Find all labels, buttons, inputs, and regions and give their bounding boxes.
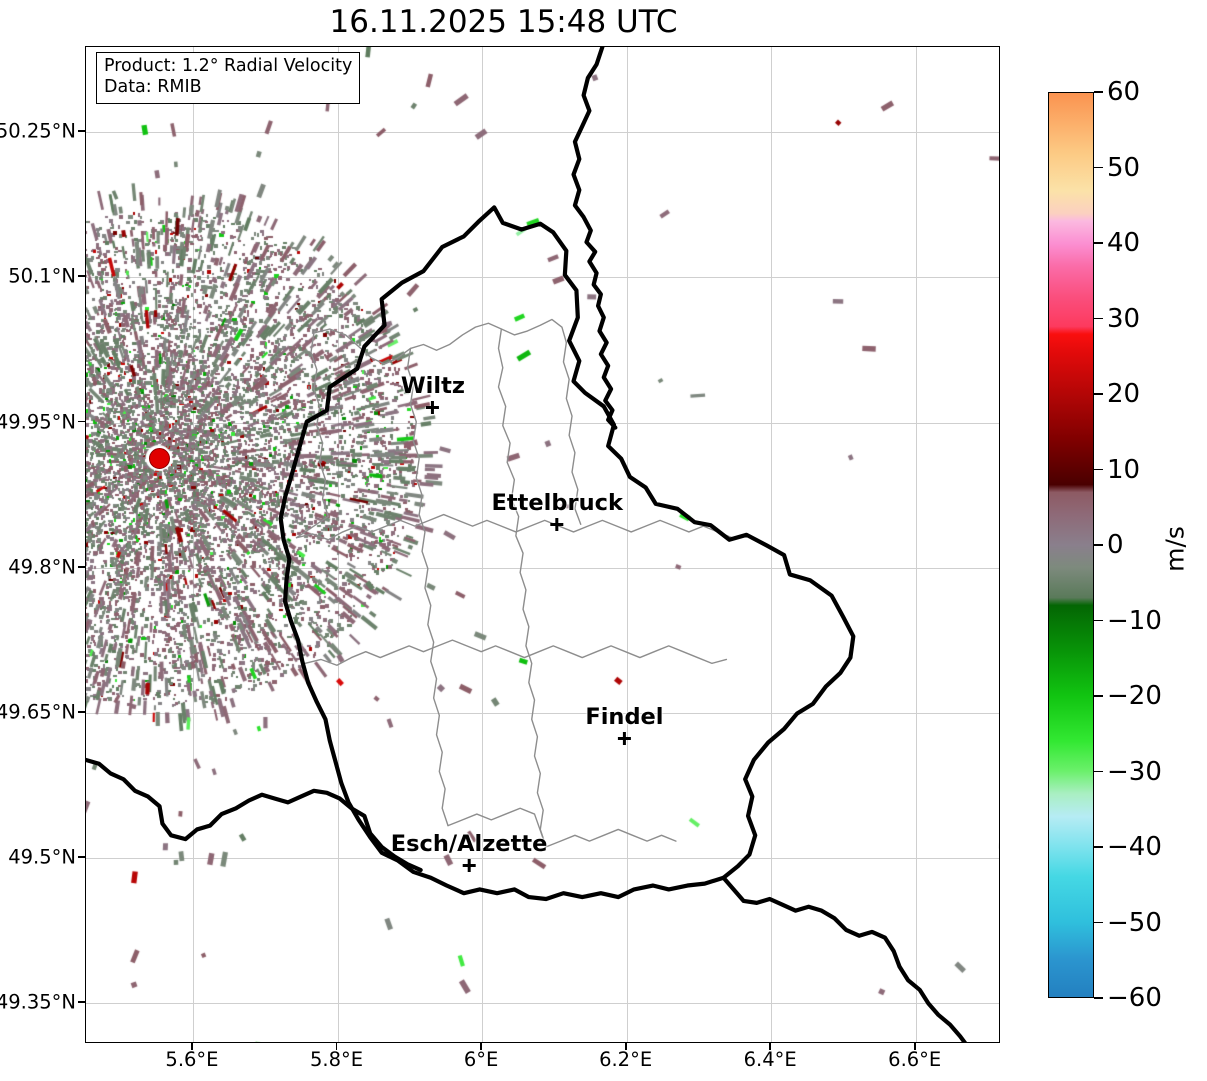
- district-border-path: [447, 807, 547, 848]
- colorbar-tick-mark: [1094, 770, 1103, 773]
- district-borders: [295, 318, 748, 848]
- city-label-esch-alzette: Esch/Alzette: [390, 830, 548, 872]
- map-vector-layer: [86, 47, 967, 1042]
- colorbar-unit-label: m/s: [1160, 526, 1190, 572]
- district-border-path: [304, 639, 728, 666]
- latitude-tick-label: 49.95°N: [0, 410, 76, 434]
- district-border-path: [562, 341, 582, 525]
- country-border-path: [721, 875, 967, 1042]
- city-name-text: Ettelbruck: [491, 489, 623, 516]
- longitude-tick-mark: [624, 1043, 627, 1050]
- colorbar-tick-label: 40: [1107, 228, 1141, 258]
- colorbar-tick-label: −10: [1107, 605, 1162, 636]
- city-name-text: Findel: [585, 703, 664, 730]
- colorbar-tick-mark: [1094, 166, 1103, 169]
- district-border-path: [406, 347, 449, 827]
- product-info-box: Product: 1.2° Radial Velocity Data: RMIB: [96, 52, 361, 104]
- district-border-path: [295, 332, 329, 539]
- latitude-tick-mark: [78, 856, 85, 858]
- latitude-tick-mark: [78, 420, 85, 423]
- city-marker-cross-icon: [617, 732, 631, 746]
- colorbar-tick-mark: [1094, 468, 1103, 471]
- colorbar-tick-label: 60: [1107, 77, 1141, 107]
- longitude-tick-mark: [335, 1043, 338, 1050]
- district-border-path: [313, 318, 568, 365]
- colorbar-tick-mark: [1094, 544, 1103, 546]
- colorbar-tick-label: 0: [1107, 530, 1124, 560]
- page-title: 16.11.2025 15:48 UTC: [329, 4, 678, 40]
- city-label-wiltz: Wiltz: [401, 375, 465, 415]
- latitude-tick-mark: [78, 1001, 85, 1004]
- longitude-tick-mark: [480, 1043, 482, 1050]
- colorbar-tick-label: −50: [1107, 907, 1162, 938]
- latitude-tick-label: 49.35°N: [0, 990, 76, 1014]
- city-marker-cross-icon: [550, 518, 564, 532]
- radar-echo-layer: [86, 47, 999, 1042]
- country-border-path: [278, 205, 856, 902]
- country-border-path: [571, 47, 618, 430]
- longitude-tick-label: 5.6°E: [165, 1048, 219, 1071]
- colorbar-tick-mark: [1094, 997, 1103, 999]
- radar-site-marker[interactable]: [149, 448, 171, 470]
- longitude-tick-mark: [769, 1043, 772, 1050]
- latitude-tick-label: 49.65°N: [0, 700, 76, 724]
- colorbar[interactable]: 60 50 40 30 20 10 0 −10 −20 −30 −40 −50 −60: [1048, 77, 1162, 1013]
- district-border-path: [545, 828, 677, 848]
- latitude-tick-mark: [78, 710, 85, 713]
- latitude-tick-mark: [78, 275, 85, 278]
- map-clip-area: Wiltz Ettelbruck Findel Esch/Alzette: [86, 47, 999, 1042]
- latitude-tick-mark: [78, 565, 85, 568]
- city-label-findel: Findel: [585, 703, 664, 746]
- colorbar-tick-label: 20: [1107, 379, 1141, 409]
- info-product-line: Product: 1.2° Radial Velocity: [104, 56, 353, 76]
- colorbar-tick-mark: [1094, 921, 1103, 924]
- latitude-tick-mark: [78, 130, 85, 132]
- colorbar-tick-mark: [1094, 619, 1103, 622]
- colorbar-tick-label: 10: [1107, 454, 1141, 485]
- colorbar-tick-label: 30: [1107, 303, 1141, 334]
- city-name-text: Wiltz: [400, 372, 465, 399]
- colorbar-tick-mark: [1094, 393, 1103, 395]
- city-marker-cross-icon: [462, 859, 476, 872]
- country-border-path: [86, 757, 423, 873]
- longitude-tick-mark: [191, 1043, 193, 1050]
- city-label-ettelbruck: Ettelbruck: [492, 492, 623, 532]
- longitude-tick-label: 6°E: [463, 1048, 499, 1071]
- colorbar-tick-mark: [1094, 846, 1103, 848]
- colorbar-tick-mark: [1094, 317, 1103, 320]
- colorbar-tick-label: 50: [1107, 152, 1141, 183]
- info-data-line: Data: RMIB: [104, 77, 202, 97]
- latitude-tick-label: 50.1°N: [8, 264, 76, 288]
- city-marker-cross-icon: [426, 401, 440, 415]
- colorbar-tick-mark: [1094, 91, 1103, 93]
- latitude-tick-label: 50.25°N: [0, 119, 76, 143]
- country-borders: [86, 47, 967, 1042]
- radar-map-plot[interactable]: Wiltz Ettelbruck Findel Esch/Alzette: [85, 46, 1000, 1043]
- city-name-text: Esch/Alzette: [390, 830, 548, 857]
- colorbar-tick-mark: [1094, 242, 1103, 244]
- colorbar-tick-label: −20: [1107, 681, 1162, 711]
- longitude-tick-label: 6.4°E: [743, 1048, 797, 1071]
- colorbar-tick-label: −40: [1107, 832, 1162, 862]
- colorbar-gradient: [1049, 93, 1093, 997]
- longitude-tick-mark: [913, 1043, 916, 1050]
- colorbar-tick-label: −30: [1107, 756, 1162, 787]
- colorbar-frame: [1048, 92, 1094, 998]
- colorbar-tick-label: −60: [1107, 983, 1162, 1013]
- district-border-path: [295, 513, 748, 541]
- latitude-tick-label: 49.5°N: [8, 845, 76, 869]
- district-border-path: [497, 328, 547, 848]
- longitude-tick-label: 5.8°E: [309, 1048, 364, 1071]
- longitude-tick-label: 6.2°E: [599, 1048, 653, 1071]
- latitude-tick-label: 49.8°N: [8, 555, 76, 579]
- colorbar-tick-mark: [1094, 695, 1103, 697]
- longitude-tick-label: 6.6°E: [888, 1048, 942, 1071]
